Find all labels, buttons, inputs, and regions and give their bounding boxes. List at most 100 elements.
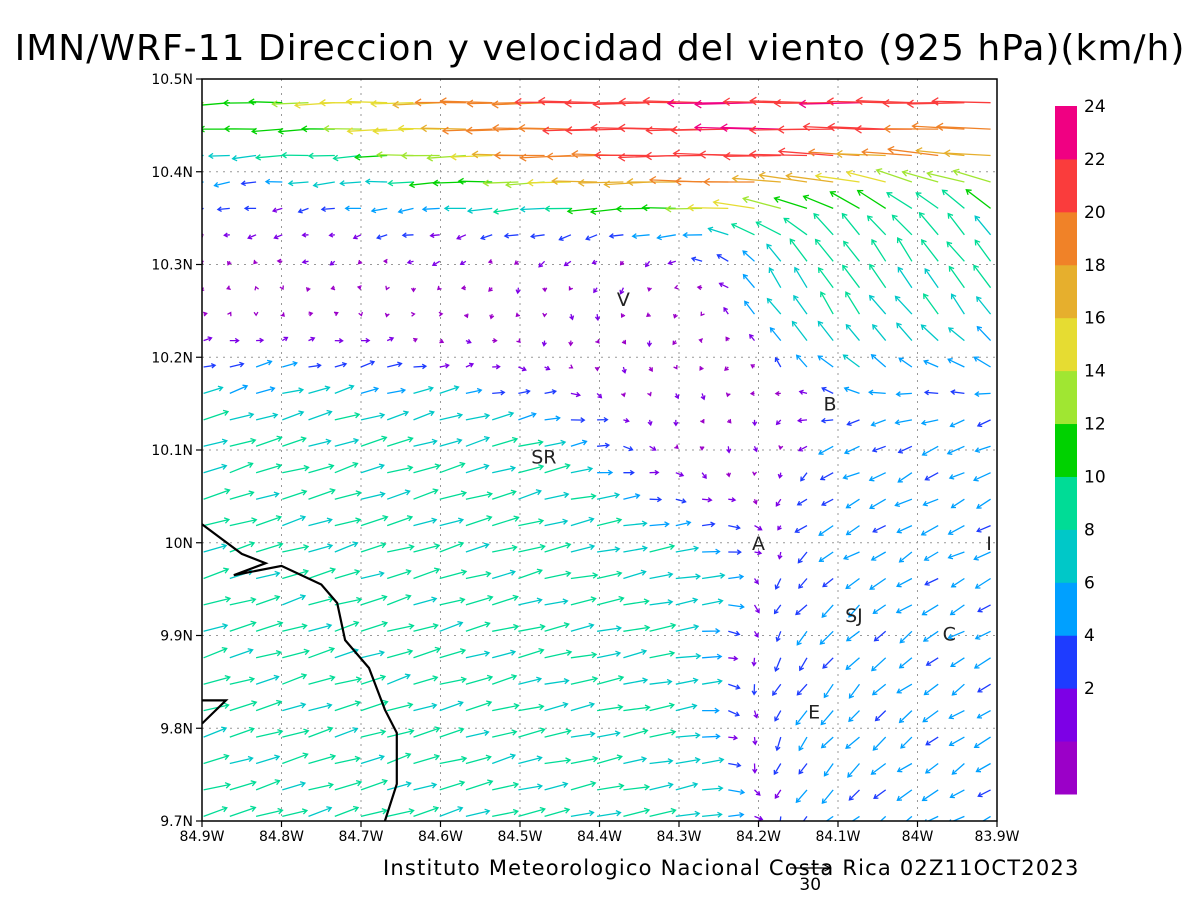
wind-arrow	[766, 243, 782, 262]
wind-arrow	[229, 676, 256, 685]
wind-arrow	[544, 205, 571, 212]
wind-arrow	[255, 386, 276, 395]
wind-arrow	[948, 710, 965, 720]
x-tick-label: 84W	[902, 829, 934, 845]
wind-arrow	[920, 324, 939, 342]
wind-arrow	[570, 596, 597, 606]
wind-arrow	[874, 710, 887, 722]
wind-arrow	[360, 807, 388, 818]
wind-arrow	[873, 789, 887, 799]
wind-arrow	[544, 389, 558, 395]
wind-arrow	[798, 763, 808, 775]
wind-arrow	[566, 207, 598, 215]
wind-arrow	[777, 147, 834, 157]
x-tick-label: 84.7W	[338, 829, 383, 845]
wind-arrow	[926, 170, 965, 183]
wind-arrow	[644, 260, 651, 268]
wind-arrow	[492, 465, 517, 474]
wind-arrow	[322, 125, 362, 133]
wind-arrow	[752, 419, 758, 427]
wind-arrow	[649, 782, 674, 791]
wind-arrow	[482, 179, 519, 187]
wind-arrow	[439, 700, 464, 712]
wind-arrow	[308, 702, 333, 712]
wind-arrow	[754, 815, 764, 821]
wind-arrow	[364, 178, 388, 185]
wind-arrow	[255, 649, 283, 659]
wind-arrow	[203, 596, 232, 606]
wind-arrow	[923, 683, 939, 696]
wind-arrow	[386, 752, 412, 765]
wind-arrow	[797, 445, 808, 452]
wind-arrow	[702, 628, 721, 635]
wind-arrow	[301, 232, 309, 238]
wind-arrow	[397, 207, 414, 214]
wind-arrow	[974, 445, 991, 453]
place-label: I	[986, 533, 992, 555]
wind-arrow	[264, 178, 283, 185]
wind-arrow	[723, 306, 729, 315]
wind-arrow	[492, 623, 520, 632]
wind-arrow	[308, 806, 333, 818]
wind-arrow	[297, 207, 309, 214]
wind-arrow	[976, 498, 991, 509]
wind-arrow	[895, 604, 913, 614]
wind-arrow	[795, 789, 808, 804]
y-tick-label: 10N	[165, 536, 193, 552]
wind-arrow	[883, 124, 939, 134]
wind-arrow	[255, 674, 280, 685]
wind-arrow	[702, 572, 726, 580]
wind-arrow	[271, 100, 309, 108]
wind-arrow	[647, 287, 652, 292]
wind-arrow	[673, 364, 678, 370]
wind-arrow	[308, 782, 334, 791]
wind-arrow	[948, 815, 965, 821]
wind-arrow	[570, 391, 582, 398]
wind-arrow	[870, 354, 887, 368]
wind-arrow	[229, 648, 254, 659]
wind-arrow	[752, 471, 758, 477]
wind-arrow	[544, 807, 571, 818]
wind-arrow	[439, 727, 465, 738]
wind-arrow	[728, 735, 739, 741]
wind-arrow	[334, 727, 359, 738]
wind-arrow	[360, 778, 388, 791]
wind-arrow	[465, 435, 491, 447]
wind-arrow	[558, 234, 572, 241]
wind-arrow	[900, 736, 913, 749]
wind-arrow	[308, 463, 335, 474]
wind-arrow	[774, 578, 782, 590]
wind-arrow	[642, 96, 703, 106]
wind-arrow	[896, 525, 913, 534]
wind-arrow	[869, 577, 887, 590]
wind-arrow	[387, 179, 414, 187]
wind-arrow	[518, 123, 571, 133]
wind-arrow	[898, 551, 913, 563]
wind-arrow	[896, 789, 913, 802]
wind-arrow	[843, 445, 860, 455]
wind-arrow	[778, 445, 784, 451]
wind-arrow	[570, 439, 588, 447]
wind-arrow	[229, 384, 249, 394]
wind-arrow	[947, 212, 965, 236]
wind-arrow	[492, 808, 519, 818]
wind-arrow	[972, 472, 991, 482]
wind-arrow	[869, 498, 887, 510]
wind-arrow	[413, 646, 442, 659]
wind-arrow	[823, 683, 834, 699]
wind-arrow	[620, 392, 626, 398]
wind-arrow	[281, 336, 289, 342]
wind-arrow	[867, 389, 886, 396]
wind-arrow	[466, 99, 519, 108]
wind-arrow	[518, 806, 546, 818]
legend-label: 22	[1084, 150, 1106, 170]
wind-arrow	[950, 389, 965, 395]
wind-arrow	[387, 544, 415, 553]
wind-arrow	[895, 391, 912, 397]
wind-arrow	[570, 572, 599, 580]
y-tick-label: 9.9N	[160, 629, 193, 645]
wind-arrow	[728, 630, 741, 637]
wind-arrow	[229, 541, 256, 553]
wind-arrow	[465, 729, 490, 738]
wind-arrow	[370, 207, 388, 214]
